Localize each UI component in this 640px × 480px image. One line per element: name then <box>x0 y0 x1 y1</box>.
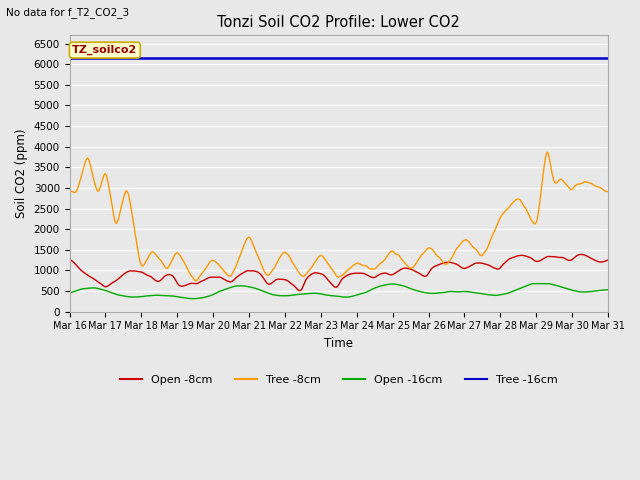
Tree -16cm <box>461 55 469 61</box>
Tree -16cm <box>66 55 74 61</box>
Text: No data for f_T2_CO2_3: No data for f_T2_CO2_3 <box>6 7 129 18</box>
Open -16cm <box>294 291 301 297</box>
Open -16cm <box>394 282 402 288</box>
Open -8cm <box>556 254 564 260</box>
Open -16cm <box>66 290 74 296</box>
Open -16cm <box>189 296 197 301</box>
Open -16cm <box>557 284 564 290</box>
Text: TZ_soilco2: TZ_soilco2 <box>72 45 138 55</box>
Open -8cm <box>463 265 470 271</box>
Y-axis label: Soil CO2 (ppm): Soil CO2 (ppm) <box>15 129 28 218</box>
Tree -8cm <box>543 149 551 155</box>
Tree -16cm <box>233 55 241 61</box>
Tree -8cm <box>394 252 402 257</box>
Tree -8cm <box>294 268 301 274</box>
Open -16cm <box>234 283 242 289</box>
Tree -8cm <box>191 278 199 284</box>
Tree -16cm <box>393 55 401 61</box>
Open -8cm <box>394 268 402 274</box>
Tree -8cm <box>557 176 564 182</box>
X-axis label: Time: Time <box>324 337 353 350</box>
Open -8cm <box>66 257 74 263</box>
Tree -8cm <box>66 188 74 193</box>
Open -16cm <box>604 287 612 293</box>
Tree -8cm <box>234 258 242 264</box>
Open -8cm <box>604 257 612 263</box>
Title: Tonzi Soil CO2 Profile: Lower CO2: Tonzi Soil CO2 Profile: Lower CO2 <box>218 15 460 30</box>
Open -8cm <box>368 275 376 280</box>
Open -8cm <box>233 274 241 280</box>
Open -16cm <box>530 281 538 287</box>
Open -16cm <box>368 287 376 292</box>
Tree -8cm <box>368 266 376 272</box>
Tree -16cm <box>292 55 300 61</box>
Line: Tree -8cm: Tree -8cm <box>70 152 608 281</box>
Tree -16cm <box>367 55 374 61</box>
Open -16cm <box>463 288 470 294</box>
Open -8cm <box>577 252 585 257</box>
Tree -16cm <box>604 55 612 61</box>
Line: Open -16cm: Open -16cm <box>70 284 608 299</box>
Open -8cm <box>292 286 300 291</box>
Line: Open -8cm: Open -8cm <box>70 254 608 291</box>
Tree -8cm <box>463 237 470 243</box>
Open -8cm <box>296 288 304 294</box>
Legend: Open -8cm, Tree -8cm, Open -16cm, Tree -16cm: Open -8cm, Tree -8cm, Open -16cm, Tree -… <box>116 370 562 389</box>
Tree -8cm <box>604 189 612 194</box>
Tree -16cm <box>555 55 563 61</box>
